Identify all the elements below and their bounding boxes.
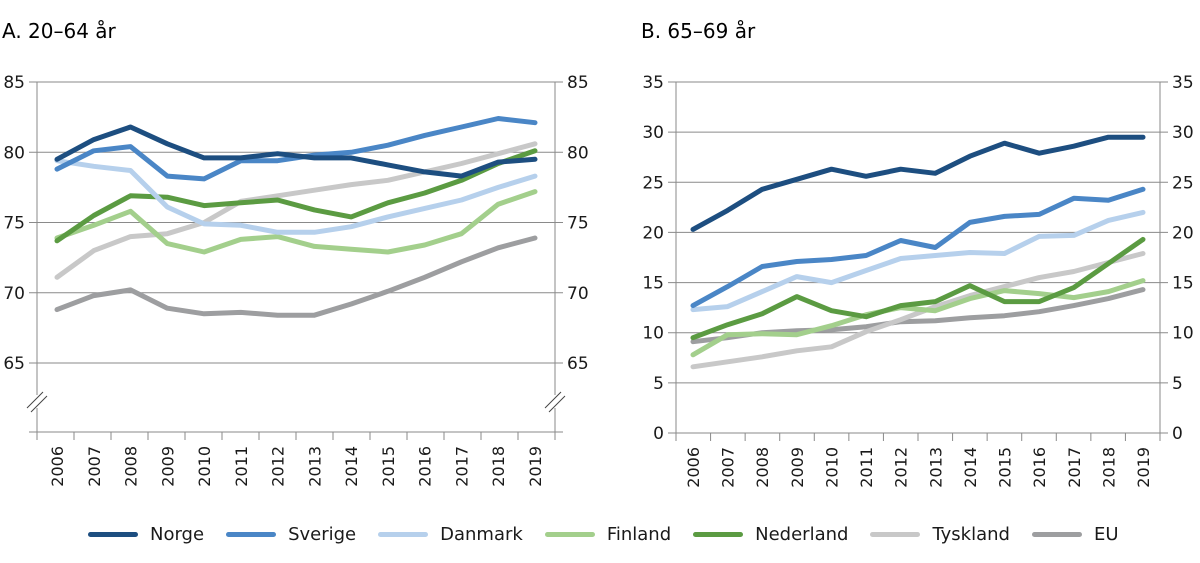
y-tick-label-left: 15 xyxy=(642,274,664,294)
legend-label: Nederland xyxy=(755,524,849,545)
y-tick-label-left: 0 xyxy=(653,424,664,444)
legend-swatch xyxy=(1031,532,1082,537)
legend-label: Norge xyxy=(150,524,205,545)
y-tick-label-right: 5 xyxy=(1172,374,1183,394)
x-tick-label: 2007 xyxy=(85,446,104,487)
x-tick-label: 2010 xyxy=(822,447,841,488)
series-line-danmark xyxy=(690,209,1146,313)
legend-item-tyskland: Tyskland xyxy=(870,524,1010,545)
legend-item-norge: Norge xyxy=(88,524,204,545)
y-tick-label-right: 70 xyxy=(567,284,589,304)
legend-item-finland: Finland xyxy=(544,524,672,545)
series-line-nederland xyxy=(690,236,1146,341)
x-tick-label: 2008 xyxy=(753,447,772,488)
legend-label: Tyskland xyxy=(932,524,1010,545)
y-tick-label-right: 35 xyxy=(1172,73,1194,93)
y-tick-label-left: 20 xyxy=(642,223,664,243)
legend-item-nederland: Nederland xyxy=(693,524,848,545)
y-tick-label-right: 80 xyxy=(567,143,589,163)
series-line-norge xyxy=(54,124,538,179)
y-tick-label-right: 20 xyxy=(1172,223,1194,243)
axis-break-icon xyxy=(544,391,566,413)
series-line-tyskland xyxy=(690,251,1146,370)
legend-item-danmark: Danmark xyxy=(378,524,523,545)
y-tick-label-left: 5 xyxy=(653,374,664,394)
x-tick-label: 2017 xyxy=(452,446,471,487)
y-tick-label-right: 10 xyxy=(1172,324,1194,344)
legend-swatch xyxy=(693,532,744,537)
x-tick-label: 2016 xyxy=(416,446,435,487)
x-tick-label: 2012 xyxy=(269,446,288,487)
legend-item-sverige: Sverige xyxy=(226,524,356,545)
series-line-danmark xyxy=(54,158,538,235)
y-tick-label-left: 10 xyxy=(642,324,664,344)
legend-item-eu: EU xyxy=(1031,524,1119,545)
axis-break-icon xyxy=(26,391,48,413)
x-tick-label: 2012 xyxy=(892,447,911,488)
series-line-norge xyxy=(690,134,1146,232)
x-tick-label: 2008 xyxy=(122,446,141,487)
x-tick-label: 2006 xyxy=(48,446,67,487)
panel-a-title: A. 20–64 år xyxy=(2,19,117,43)
y-tick-label-right: 0 xyxy=(1172,424,1183,444)
x-tick-label: 2009 xyxy=(158,446,177,487)
y-tick-label-right: 85 xyxy=(567,73,589,93)
series-line-tyskland xyxy=(54,141,538,280)
legend-swatch xyxy=(870,532,921,537)
x-tick-label: 2011 xyxy=(232,446,251,487)
x-tick-label: 2016 xyxy=(1030,447,1049,488)
legend-label: EU xyxy=(1093,524,1119,545)
legend-swatch xyxy=(226,532,277,537)
y-tick-label-left: 65 xyxy=(3,354,25,374)
x-tick-label: 2010 xyxy=(195,446,214,487)
y-tick-label-right: 75 xyxy=(567,214,589,234)
x-tick-label: 2013 xyxy=(926,447,945,488)
x-tick-label: 2018 xyxy=(1099,447,1118,488)
panel-a-plot: 85 85 80 80 75 75 70 70 65 65 2006 2007 2008 2009 2010… xyxy=(3,73,588,487)
y-tick-label-right: 30 xyxy=(1172,123,1194,143)
x-tick-label: 2015 xyxy=(379,446,398,487)
legend-swatch xyxy=(544,532,595,537)
y-tick-label-right: 25 xyxy=(1172,173,1194,193)
x-tick-label: 2018 xyxy=(489,446,508,487)
x-tick-label: 2013 xyxy=(305,446,324,487)
x-tick-label: 2009 xyxy=(788,447,807,488)
legend-swatch xyxy=(88,532,138,537)
legend-swatch xyxy=(378,532,429,537)
legend-label: Finland xyxy=(606,524,672,545)
series-line-nederland xyxy=(54,148,538,244)
series-line-finland xyxy=(54,189,538,255)
series-line-finland xyxy=(690,278,1146,358)
legend-label: Sverige xyxy=(288,524,357,545)
y-tick-label-left: 80 xyxy=(3,143,25,163)
y-tick-label-left: 85 xyxy=(3,73,25,93)
series-line-sverige xyxy=(690,186,1146,309)
series-line-eu xyxy=(54,235,538,318)
y-tick-label-left: 25 xyxy=(642,173,664,193)
legend: Norge Sverige Danmark Finland Nederland Tyskl… xyxy=(88,524,1141,545)
y-tick-label-left: 70 xyxy=(3,284,25,304)
x-tick-label: 2017 xyxy=(1065,447,1084,488)
y-tick-label-left: 30 xyxy=(642,123,664,143)
y-tick-label-left: 75 xyxy=(3,214,25,234)
y-tick-label-right: 65 xyxy=(567,354,589,374)
x-tick-label: 2007 xyxy=(719,447,738,488)
x-tick-label: 2011 xyxy=(857,447,876,488)
x-tick-label: 2014 xyxy=(961,447,980,488)
x-tick-label: 2019 xyxy=(526,446,545,487)
panel-b-title: B. 65–69 år xyxy=(641,19,756,43)
y-tick-label-right: 15 xyxy=(1172,274,1194,294)
x-tick-label: 2015 xyxy=(996,447,1015,488)
x-tick-label: 2019 xyxy=(1134,447,1153,488)
y-tick-label-left: 35 xyxy=(642,73,664,93)
x-tick-label: 2006 xyxy=(684,447,703,488)
legend-label: Danmark xyxy=(440,524,523,545)
x-tick-label: 2014 xyxy=(342,446,361,487)
